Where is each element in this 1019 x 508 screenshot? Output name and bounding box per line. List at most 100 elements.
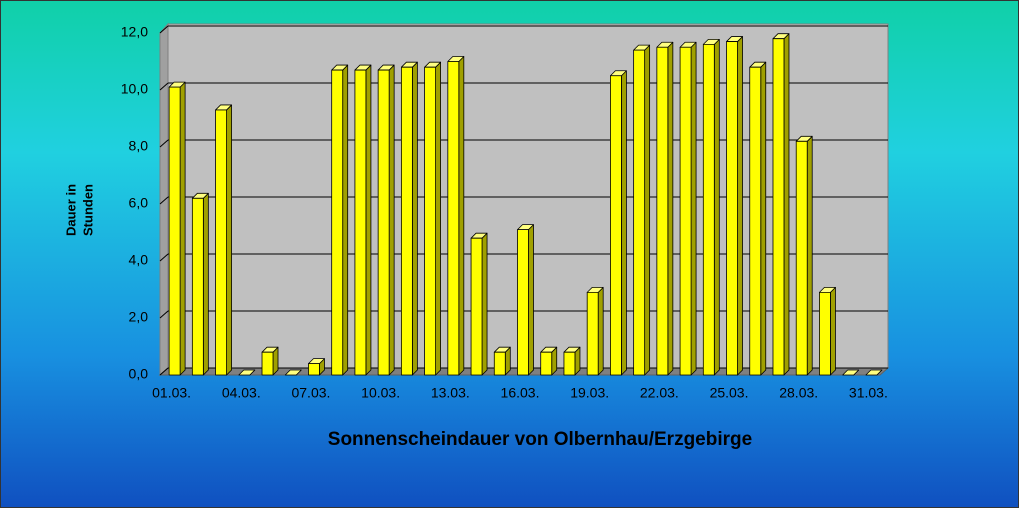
bar <box>772 33 790 376</box>
bar <box>842 369 860 376</box>
y-axis-label: Dauer in <box>63 184 78 236</box>
bar-side <box>783 33 790 376</box>
bar-side <box>365 64 372 376</box>
bar <box>191 192 209 376</box>
x-tick-label: 01.03. <box>152 385 191 401</box>
bar-front <box>447 61 460 376</box>
bar-side <box>690 41 697 376</box>
bar-side <box>760 61 767 376</box>
bar <box>819 286 836 376</box>
bar <box>447 56 465 376</box>
bar-side <box>481 232 488 376</box>
x-tick-label: 19.03. <box>570 385 609 401</box>
y-tick-label: 6,0 <box>129 195 149 211</box>
y-tick-label: 2,0 <box>129 309 149 325</box>
bar-side <box>435 61 441 376</box>
bar-front <box>517 229 529 376</box>
x-tick-label: 04.03. <box>222 385 261 401</box>
bar <box>493 346 511 376</box>
grid-line <box>159 25 169 34</box>
bar <box>586 286 604 376</box>
x-tick-label: 25.03. <box>710 385 749 401</box>
bar-side <box>644 44 651 376</box>
grid-line <box>159 196 169 205</box>
bar <box>331 64 349 376</box>
y-tick-label: 12,0 <box>121 24 148 40</box>
bar <box>633 44 651 376</box>
bar-top <box>238 369 256 376</box>
bar-front <box>191 197 204 376</box>
bar <box>679 41 697 376</box>
bar <box>354 64 372 376</box>
bar-front <box>470 237 483 376</box>
bar-front <box>331 69 344 376</box>
x-tick-label: 16.03. <box>501 385 540 401</box>
y-tick-label: 4,0 <box>129 252 149 268</box>
bar-front <box>679 46 692 376</box>
bar <box>610 70 627 376</box>
bar <box>470 232 488 376</box>
x-tick-label: 31.03. <box>849 385 888 401</box>
bar-side <box>388 64 395 376</box>
bar <box>563 346 581 376</box>
bar <box>517 224 534 376</box>
bar-front <box>563 351 576 376</box>
bar-side <box>806 135 813 376</box>
bar-front <box>215 109 227 376</box>
bar-front <box>819 291 831 376</box>
y-tick-label: 8,0 <box>129 138 149 154</box>
x-tick-label: 10.03. <box>361 385 400 401</box>
bar-side <box>528 224 534 376</box>
y-tick-label: 10,0 <box>121 81 148 97</box>
bar <box>215 104 232 376</box>
x-tick-label: 07.03. <box>291 385 330 401</box>
bar <box>261 346 279 376</box>
bar-side <box>342 64 349 376</box>
bar <box>540 346 558 376</box>
bar <box>865 369 883 376</box>
bar-side <box>226 104 232 376</box>
bar-side <box>737 36 743 376</box>
grid-line <box>159 367 169 376</box>
bar <box>400 61 418 376</box>
bar-top <box>865 369 883 376</box>
bar-front <box>261 351 274 376</box>
grid-line <box>159 253 169 262</box>
bar-front <box>586 291 599 376</box>
grid-line <box>159 139 169 148</box>
bar-side <box>621 70 627 376</box>
bar-front <box>656 46 669 376</box>
grid-line <box>159 310 169 319</box>
bar <box>726 36 743 376</box>
bar-side <box>830 286 836 376</box>
bar-front <box>424 66 436 376</box>
y-axis-label: Stunden <box>80 184 95 236</box>
bar-side <box>411 61 418 376</box>
grid-line <box>159 82 169 91</box>
bar-side <box>713 39 720 376</box>
bar <box>656 41 674 376</box>
x-tick-label: 22.03. <box>640 385 679 401</box>
bar-front <box>772 38 785 376</box>
bar-side <box>667 41 674 376</box>
bar-front <box>726 41 738 376</box>
bar <box>702 39 720 376</box>
bar-front <box>400 66 413 376</box>
bar <box>284 369 302 376</box>
bar <box>377 64 395 376</box>
side-wall <box>159 22 169 377</box>
bar <box>749 61 767 376</box>
bar <box>238 369 256 376</box>
x-tick-label: 28.03. <box>779 385 818 401</box>
bar-front <box>795 140 808 376</box>
chart-title: Sonnenscheindauer von Olbernhau/Erzgebir… <box>328 429 752 450</box>
bar-top <box>842 369 860 376</box>
bar-side <box>597 286 604 376</box>
bar-front <box>610 75 622 376</box>
bar <box>424 61 441 376</box>
bar-side <box>458 56 465 376</box>
bar <box>795 135 813 376</box>
x-tick-label: 13.03. <box>431 385 470 401</box>
